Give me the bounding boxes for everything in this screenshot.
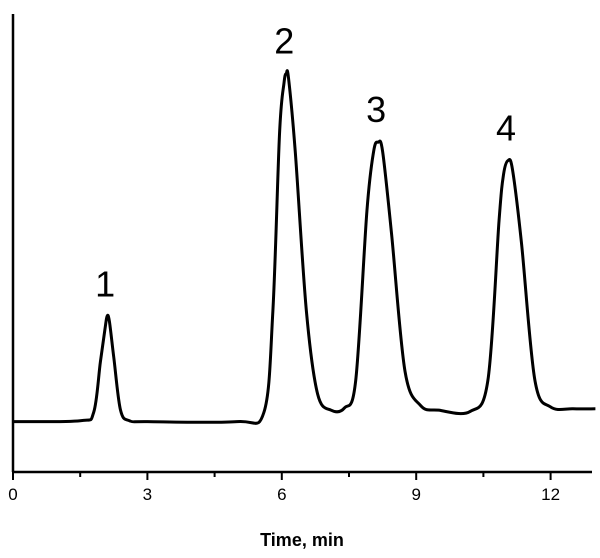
x-tick-label: 6 bbox=[277, 485, 286, 504]
x-tick-label: 12 bbox=[541, 485, 560, 504]
series-line bbox=[12, 69, 596, 425]
x-tick-labels: 0 3 6 9 12 bbox=[8, 485, 560, 504]
x-tick-label: 0 bbox=[8, 485, 17, 504]
x-ticks bbox=[12, 472, 552, 480]
x-tick-label: 9 bbox=[411, 485, 420, 504]
peak-label: 2 bbox=[274, 21, 294, 62]
x-axis-title: Time, min bbox=[260, 530, 344, 550]
x-tick-label: 3 bbox=[143, 485, 152, 504]
peak-label: 1 bbox=[95, 263, 115, 304]
peak-label: 4 bbox=[496, 108, 516, 149]
peak-label: 3 bbox=[366, 89, 386, 130]
peak-annotations: 1 2 3 4 bbox=[95, 21, 516, 305]
